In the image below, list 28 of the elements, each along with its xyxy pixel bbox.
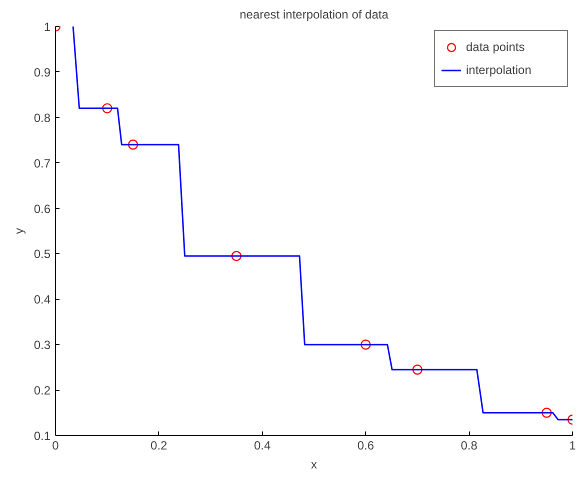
- point: [412, 364, 422, 375]
- x-tick-label: 1: [569, 438, 576, 452]
- y-tick-label: 0.5: [34, 247, 51, 262]
- y-tick-label: 0.8: [34, 110, 51, 125]
- x-tick-label: 0.4: [254, 438, 271, 452]
- y-tick-label: 0.6: [34, 202, 51, 216]
- y-tick-label: 0.2: [34, 384, 51, 398]
- legend-label: interpolation: [466, 63, 532, 77]
- x-tick-label: 0.8: [460, 438, 478, 452]
- y-tick-label: 0.3: [34, 338, 51, 352]
- point: [102, 103, 112, 114]
- x-tick-label: 0.6: [357, 438, 374, 452]
- x-tick-label: 0.2: [150, 438, 168, 452]
- y-tick-label: 0.9: [34, 65, 51, 80]
- legend-label: data points: [466, 40, 526, 54]
- y-axis-title: y: [12, 228, 26, 234]
- y-tick-label: 0.4: [34, 292, 51, 307]
- y-tick-label: 1: [44, 20, 51, 34]
- line-series: [72, 26, 572, 420]
- point: [128, 140, 138, 150]
- point: [360, 340, 371, 350]
- point: [231, 250, 242, 262]
- y-tick-label: 0.7: [34, 156, 51, 170]
- point: [542, 408, 552, 418]
- x-tick-label: 0: [52, 438, 60, 452]
- chart-title: nearest interpolation of data: [240, 8, 389, 22]
- x-axis-title: x: [311, 458, 317, 472]
- y-tick-label: 0.1: [34, 429, 51, 443]
